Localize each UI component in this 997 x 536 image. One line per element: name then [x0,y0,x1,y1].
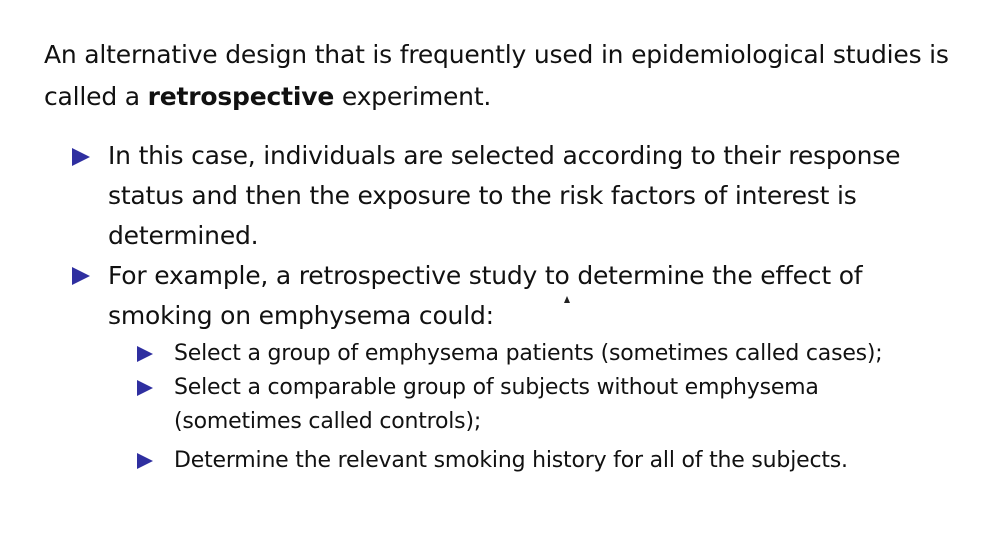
sub-bullet-2-line-2: (sometimes called controls); [174,409,482,434]
intro-text-end: experiment. [334,82,492,111]
intro-paragraph: An alternative design that is frequently… [44,34,974,118]
bullet-1-line-3: determined. [108,221,259,250]
bullet-item-1: In this case, individuals are selected a… [108,136,978,256]
triangle-right-icon [137,346,153,362]
sub-bullet-2-line-1: Select a comparable group of subjects wi… [174,375,819,400]
bullet-item-2: For example, a retrospective study to de… [108,256,978,336]
triangle-right-icon [137,453,153,469]
triangle-right-icon [137,380,153,396]
sub-bullet-item-2: Select a comparable group of subjects wi… [174,371,974,439]
mouse-cursor-icon [564,296,570,303]
sub-bullet-item-3: Determine the relevant smoking history f… [174,444,974,478]
bullet-1-line-2: status and then the exposure to the risk… [108,181,857,210]
triangle-right-icon [72,148,90,166]
intro-text-start: An alternative design that is frequently… [44,40,949,111]
triangle-right-icon [72,267,90,285]
bullet-2-line-2: smoking on emphysema could: [108,301,494,330]
sub-bullet-item-1: Select a group of emphysema patients (so… [174,337,974,371]
intro-bold-term: retrospective [147,82,335,111]
sub-bullet-1-line-1: Select a group of emphysema patients (so… [174,341,883,366]
bullet-1-line-1: In this case, individuals are selected a… [108,141,901,170]
bullet-2-line-1: For example, a retrospective study to de… [108,261,863,290]
sub-bullet-3-line-1: Determine the relevant smoking history f… [174,448,848,473]
